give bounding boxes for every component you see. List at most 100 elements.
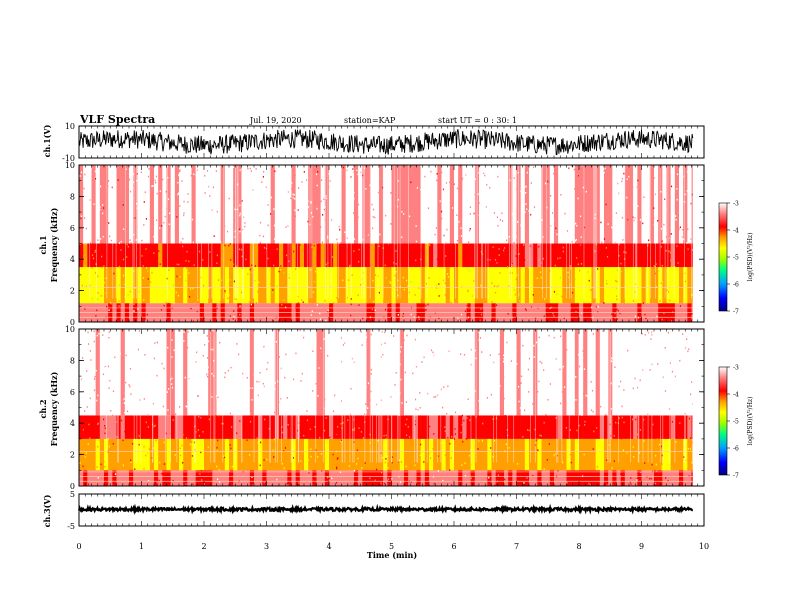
spectrogram-speckle [144,359,146,361]
spectrogram-cell [574,415,580,439]
spectrogram-speckle [336,458,338,460]
spectrogram-speckle [155,329,157,332]
spectrogram-cell [170,438,176,471]
spectrogram-cell [229,470,234,486]
spectrogram-speckle [579,165,581,167]
spectrogram-speckle [555,227,557,230]
spectrogram-speckle [446,233,448,235]
spectrogram-speckle [283,432,285,434]
spectrogram-speckle [171,383,173,385]
spectrogram-speckle [358,260,360,263]
spectrogram-cell [262,415,267,439]
spectrogram-speckle [542,257,545,260]
spectrogram-speckle [688,347,691,349]
spectrogram-speckle [528,391,530,393]
spectrogram-speckle [298,187,300,189]
spectrogram-speckle [80,420,83,423]
spectrogram-speckle [610,408,612,410]
spectrogram-cell [570,267,576,304]
spectrogram-speckle [503,225,505,228]
spectrogram-speckle [107,180,110,182]
spectrogram-speckle [175,361,177,363]
spectrogram-speckle [153,235,155,238]
spectrogram-speckle [614,316,616,319]
spectrogram-speckle [442,295,444,297]
spectrogram-cell [283,470,288,486]
spectrogram-cell [674,243,680,268]
spectrogram-speckle [250,230,252,232]
spectrogram-cell [504,165,509,244]
spectrogram-cell [166,415,171,439]
spectrogram-speckle [645,397,648,399]
spectrogram-speckle [503,357,505,360]
spectrogram-speckle [80,333,83,336]
spectrogram-speckle [220,346,222,349]
spectrogram-speckle [380,471,383,474]
spectrogram-cell [129,415,134,439]
spectrogram-speckle [120,249,122,251]
spectrogram-speckle [518,400,520,403]
spectrogram-speckle [276,285,278,287]
spectrogram-cell [120,267,126,304]
spectrogram-speckle [609,442,611,445]
spectrogram-speckle [660,445,662,448]
spectrogram-cell [604,329,609,416]
spectrogram-speckle [90,314,92,316]
y-tick-label: 8 [70,192,75,201]
y-tick-label: -5 [67,522,75,531]
spectrogram-speckle [430,349,433,352]
spectrogram-speckle [150,170,153,173]
spectrogram-speckle [365,411,367,413]
spectrogram-speckle [511,272,513,274]
spectrogram-speckle [530,213,532,216]
spectrogram-speckle [212,186,215,189]
spectrogram-speckle [656,469,658,472]
spectrogram-speckle [650,380,652,382]
sp2-ylabel-freq: Frequency (kHz) [49,371,59,446]
spectrogram-cell [374,415,380,439]
spectrogram-speckle [689,448,692,450]
spectrogram-cell [579,267,584,304]
spectrogram-speckle [494,390,496,392]
spectrogram-cell [345,243,351,268]
spectrogram-speckle [340,203,342,206]
spectrogram-speckle [542,351,545,354]
spectrogram-cell [245,267,251,304]
spectrogram-cell [383,470,388,486]
spectrogram-speckle [517,221,519,223]
spectrogram-speckle [87,369,89,372]
spectrogram-speckle [385,277,387,279]
spectrogram-speckle [337,457,339,459]
spectrogram-speckle [327,397,329,400]
spectrogram-speckle [233,345,235,348]
spectrogram-speckle [322,441,324,444]
spectrogram-speckle [602,330,604,333]
spectrogram-speckle [125,168,127,171]
spectrogram-speckle [296,427,298,429]
spectrogram-cell [595,438,601,471]
spectrogram-speckle [559,257,561,259]
spectrogram-speckle [523,481,525,484]
spectrogram-speckle [605,203,607,206]
spectrogram-speckle [155,243,157,246]
spectrogram-cell [649,470,655,486]
spectrogram-speckle [540,276,542,279]
spectrogram-speckle [650,477,652,480]
spectrogram-cell [291,267,296,304]
spectrogram-speckle [95,263,97,265]
spectrogram-cell [570,165,576,244]
spectrogram-speckle [288,276,290,279]
spectrogram-speckle [395,250,397,252]
spectrogram-cell [237,267,242,304]
spectrogram-speckle [660,227,663,230]
spectrogram-cell [283,415,288,439]
spectrogram-speckle [492,174,494,177]
spectrogram-speckle [89,242,91,244]
spectrogram-speckle [244,335,246,337]
spectrogram-speckle [173,188,175,190]
spectrogram-cell [449,415,455,439]
spectrogram-speckle [185,259,187,262]
spectrogram-speckle [472,196,474,199]
spectrogram-speckle [546,370,548,372]
spectrogram-speckle [226,230,229,233]
